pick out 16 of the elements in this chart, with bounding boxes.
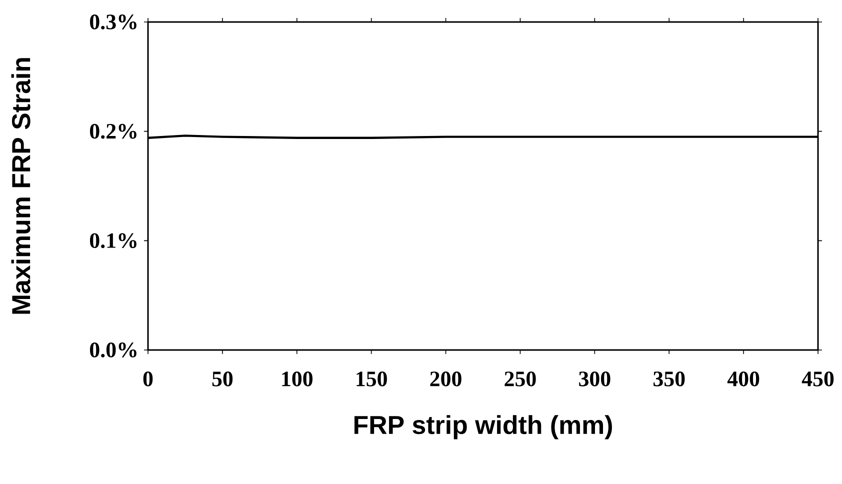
x-axis-title: FRP strip width (mm)	[354, 415, 612, 440]
x-tick-label: 300	[579, 372, 610, 386]
y-tick-label: 0.0%	[90, 342, 136, 358]
x-tick-label: 150	[356, 372, 387, 386]
y-tick-label: 0.3%	[90, 14, 136, 30]
x-tick-label: 200	[430, 372, 462, 386]
x-tick-label: 450	[802, 372, 834, 386]
x-tick-label: 250	[504, 372, 536, 386]
x-tick-label: 100	[282, 372, 312, 386]
y-tick-label: 0.2%	[90, 124, 136, 139]
y-tick-label: 0.1%	[90, 233, 136, 248]
x-tick-label: 400	[727, 372, 760, 386]
x-tick-label: 350	[654, 372, 685, 386]
x-tick-label: 50	[212, 372, 233, 386]
x-tick-label: 0	[143, 372, 153, 386]
y-axis-title: Maximum FRP Strain	[11, 58, 30, 314]
